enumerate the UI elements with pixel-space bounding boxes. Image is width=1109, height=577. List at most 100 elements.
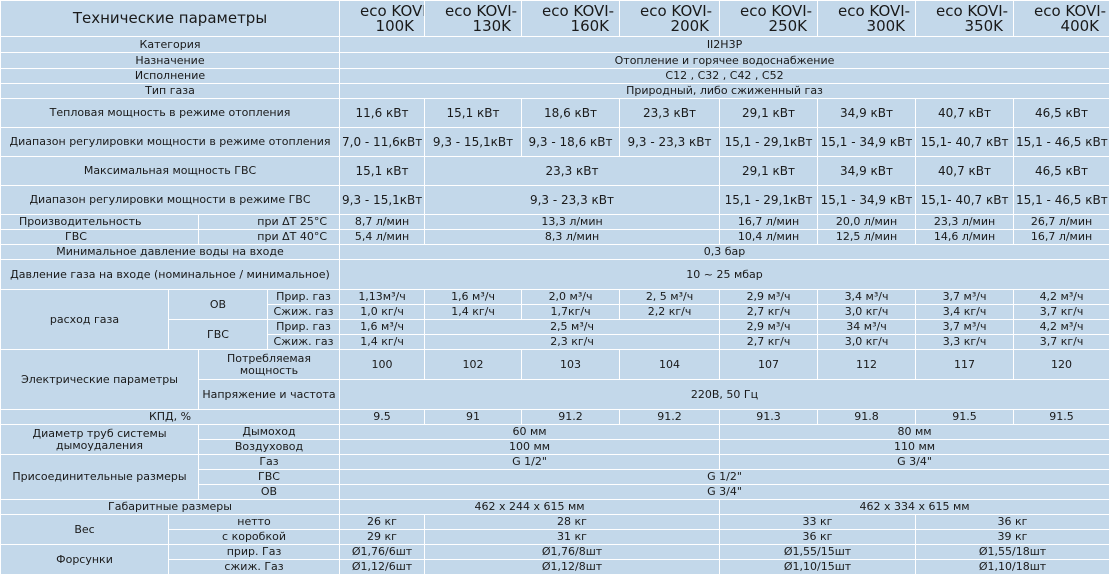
cell: 107: [719, 349, 819, 380]
cell: 36 кг: [915, 514, 1109, 530]
cell: 2,0 м³/ч: [521, 289, 621, 305]
cell: 23,3 л/мин: [915, 214, 1015, 230]
table-row: Форсунки прир. Газ Ø1,76/6шт Ø1,76/8шт Ø…: [0, 544, 1109, 575]
cell: 9,3 - 23,3 кВт: [424, 185, 721, 215]
row-value: 10 ~ 25 мбар: [339, 259, 1109, 290]
header-row: Технические параметры eco KOVI-100K eco …: [0, 0, 1109, 37]
cell: 20,0 л/мин: [817, 214, 917, 230]
cell: Ø1,12/6шт: [339, 559, 426, 575]
cell: Ø1,55/18шт: [915, 544, 1109, 560]
row-sublabel: Воздуховод: [197, 439, 341, 455]
model-header: eco KOVI- 350K: [915, 0, 1015, 37]
cell: Ø1,76/8шт: [424, 544, 721, 560]
row-sublabel: при ΔT 25°С: [197, 214, 341, 230]
cell: 3,4 кг/ч: [915, 304, 1015, 320]
cell: 29,1 кВт: [719, 98, 819, 128]
row-sublabel: Напряжение и частота: [197, 379, 341, 410]
cell: 10,4 л/мин: [719, 229, 819, 245]
cell: 2, 5 м³/ч: [619, 289, 721, 305]
row-value: Природный, либо сжиженный газ: [339, 83, 1109, 99]
cell: 117: [915, 349, 1015, 380]
cell: 1,7кг/ч: [521, 304, 621, 320]
row-label: Производительность: [0, 214, 199, 230]
cell: 2,5 м³/ч: [424, 319, 721, 335]
table-row: Напряжение и частота 220В, 50 Гц: [1, 379, 1109, 410]
cell: 100 мм: [339, 439, 721, 455]
cell: 120: [1013, 349, 1109, 380]
table-row: Назначение Отопление и горячее водоснабж…: [0, 52, 1109, 69]
table-row: Тип газа Природный, либо сжиженный газ: [0, 83, 1109, 99]
cell: 80 мм: [719, 424, 1109, 440]
cell: G 3/4": [719, 454, 1109, 470]
cell: 15,1 - 34,9 кВт: [817, 127, 917, 157]
row-label: расход газа: [0, 289, 169, 350]
table-row: Производительность при ΔT 25°С 8,7 л/мин…: [0, 214, 1109, 230]
cell: 15,1 кВт: [339, 156, 426, 186]
row-label: Диапазон регулировки мощности в режиме о…: [0, 127, 341, 157]
cell: 91.5: [915, 409, 1015, 425]
cell: 29,1 кВт: [719, 156, 819, 186]
cell: 33 кг: [719, 514, 917, 530]
cell: 15,1 - 29,1кВт: [719, 127, 819, 157]
cell: 12,5 л/мин: [817, 229, 917, 245]
cell: 2,9 м³/ч: [719, 289, 819, 305]
table-row: КПД, % 9.5 91 91.2 91.2 91.3 91.8 91.5 9…: [0, 409, 1109, 425]
table-row: Вес нетто 26 кг 28 кг 33 кг 36 кг: [0, 514, 1109, 545]
cell: 18,6 кВт: [521, 98, 621, 128]
cell: 14,6 л/мин: [915, 229, 1015, 245]
row-label: КПД, %: [0, 409, 341, 425]
cell: 23,3 кВт: [619, 98, 721, 128]
cell: 9,3 - 15,1кВт: [339, 185, 426, 215]
row-label: ГВС: [0, 229, 199, 245]
cell: 103: [521, 349, 621, 380]
cell: 40,7 кВт: [915, 156, 1015, 186]
cell: 112: [817, 349, 917, 380]
row-sublabel: Сжиж. газ: [266, 304, 341, 320]
cell: 3,0 кг/ч: [817, 334, 917, 350]
table-row: сжиж. Газ Ø1,12/6шт Ø1,12/8шт Ø1,10/15шт…: [1, 559, 1109, 575]
model-header: eco KOVI- 400K: [1013, 0, 1109, 37]
row-label: Тип газа: [0, 83, 341, 99]
row-label: Минимальное давление воды на входе: [0, 244, 341, 260]
row-value: Отопление и горячее водоснабжение: [339, 52, 1109, 69]
cell: 3,4 м³/ч: [817, 289, 917, 305]
row-sublabel: Прир. газ: [266, 289, 341, 305]
model-header: eco KOVI- 300K: [817, 0, 917, 37]
cell: 1,0 кг/ч: [339, 304, 426, 320]
cell: 91.2: [521, 409, 621, 425]
cell: Ø1,76/6шт: [339, 544, 426, 560]
cell: 91.5: [1013, 409, 1109, 425]
table-row: Исполнение C12 , C32 , C42 , C52: [0, 68, 1109, 84]
cell: 2,9 м³/ч: [719, 319, 819, 335]
model-header: eco KOVI- 160K: [521, 0, 621, 37]
row-sublabel: при ΔT 40°С: [197, 229, 341, 245]
cell: 9,3 - 15,1кВт: [424, 127, 523, 157]
table-row: Минимальное давление воды на входе 0,3 б…: [0, 244, 1109, 260]
cell: 91.8: [817, 409, 917, 425]
cell: 2,3 кг/ч: [424, 334, 721, 350]
cell: 3,3 кг/ч: [915, 334, 1015, 350]
cell: 15,1- 40,7 кВт: [915, 127, 1015, 157]
row-label: Диаметр труб системы дымоудаления: [0, 424, 199, 455]
cell: 9,3 - 18,6 кВт: [521, 127, 621, 157]
row-label: Исполнение: [0, 68, 341, 84]
table-row: Сжиж. газ 1,0 кг/ч 1,4 кг/ч 1,7кг/ч 2,2 …: [1, 304, 1109, 320]
cell: 34,9 кВт: [817, 98, 917, 128]
row-sublabel: Потребляемая мощность: [197, 349, 341, 380]
cell: 9.5: [339, 409, 426, 425]
cell: 23,3 кВт: [424, 156, 721, 186]
table-row: Давление газа на входе (номинальное / ми…: [0, 259, 1109, 290]
cell: 91.2: [619, 409, 721, 425]
cell: 15,1 - 29,1кВт: [719, 185, 819, 215]
row-label: Электрические параметры: [0, 349, 199, 410]
row-sublabel: Дымоход: [197, 424, 341, 440]
cell: 34 м³/ч: [817, 319, 917, 335]
row-sublabel: ГВС: [197, 469, 341, 485]
cell: 31 кг: [424, 529, 721, 545]
row-label: Давление газа на входе (номинальное / ми…: [0, 259, 341, 290]
cell: 36 кг: [719, 529, 917, 545]
cell: 3,7 кг/ч: [1013, 304, 1109, 320]
row-sublabel: сжиж. Газ: [167, 559, 341, 575]
row-value: G 3/4": [339, 484, 1109, 500]
